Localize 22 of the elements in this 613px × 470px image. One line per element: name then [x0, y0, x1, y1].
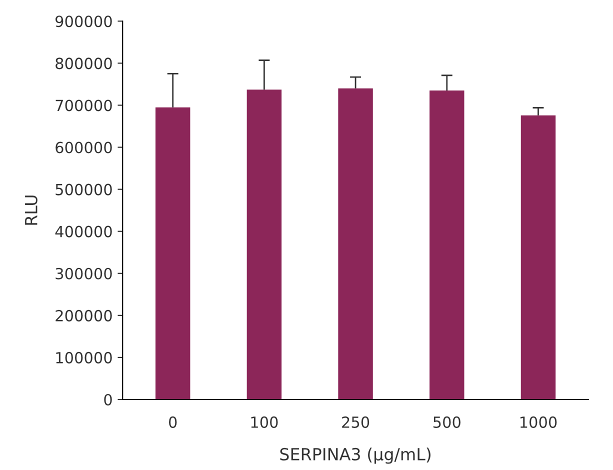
x-tick-label: 100	[251, 416, 278, 428]
y-tick-label: 400000	[55, 226, 112, 238]
y-tick-label: 500000	[56, 184, 112, 196]
y-axis-title: RLU	[25, 196, 38, 225]
y-tick-label: 100000	[56, 352, 112, 364]
bar	[246, 90, 282, 400]
bar	[155, 107, 190, 400]
x-tick-label: 500	[433, 416, 460, 428]
y-tick-label: 700000	[56, 100, 112, 112]
bar	[430, 90, 464, 400]
y-tick-label: 900000	[56, 16, 112, 28]
y-tick-label: 600000	[56, 142, 112, 154]
y-tick-label: 200000	[56, 310, 112, 322]
x-tick-label: 0	[168, 416, 177, 428]
y-tick-label: 300000	[56, 268, 112, 280]
x-tick-label: 1000	[520, 416, 557, 428]
x-tick-label: 250	[342, 416, 370, 428]
bar	[520, 115, 556, 400]
x-axis-title: SERPINA3 (µg/mL)	[280, 448, 430, 464]
y-tick-label: 800000	[56, 58, 112, 70]
bar	[338, 88, 373, 400]
y-tick-label: 0	[104, 394, 112, 406]
